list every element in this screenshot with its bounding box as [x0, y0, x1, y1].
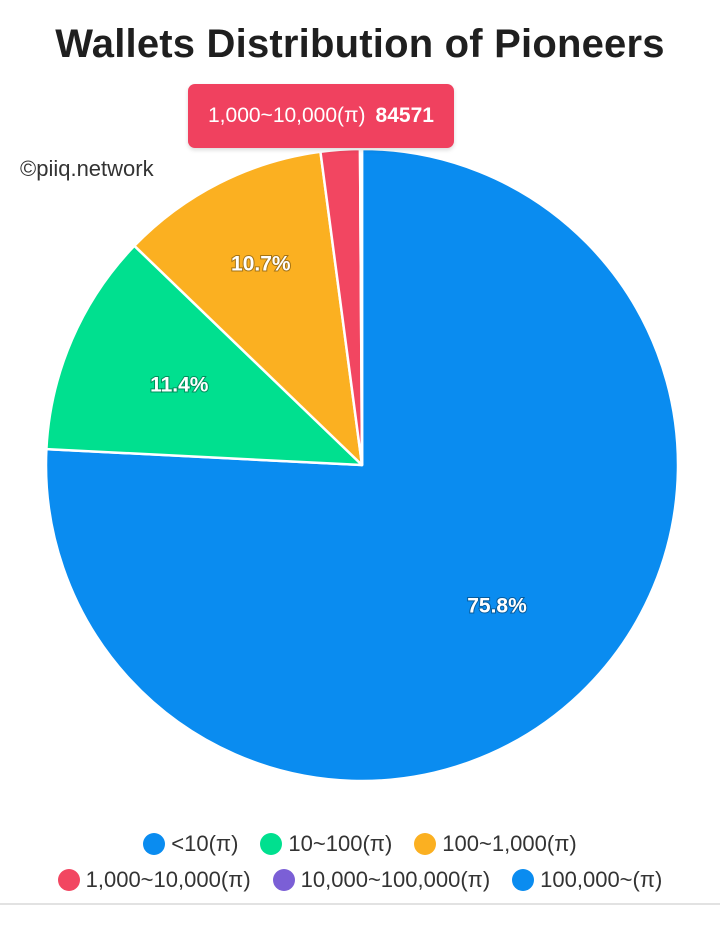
legend-label: 10,000~100,000(π) — [300, 867, 491, 892]
slice-label-lt10: 75.8% — [467, 595, 527, 618]
divider — [0, 903, 720, 905]
legend-item-10-100[interactable]: 10~100(π) — [260, 831, 392, 857]
legend-item-100000-plus[interactable]: 100,000~(π) — [512, 867, 662, 893]
legend-item-100-1000[interactable]: 100~1,000(π) — [414, 831, 577, 857]
tooltip-category: 1,000~10,000(π) — [208, 104, 366, 127]
legend-item-10000-100000[interactable]: 10,000~100,000(π) — [272, 867, 491, 893]
legend-label: 1,000~10,000(π) — [85, 867, 251, 892]
legend-item-lt10[interactable]: <10(π) — [143, 831, 238, 857]
tooltip-value: 84571 — [375, 104, 434, 127]
legend-item-1000-10000[interactable]: 1,000~10,000(π) — [57, 867, 251, 893]
legend-label: 100,000~(π) — [540, 867, 663, 892]
legend-swatch — [512, 869, 535, 891]
pie-slice-100-1000[interactable] — [133, 150, 364, 467]
legend-label: 10~100(π) — [288, 831, 393, 856]
legend-row: 1,000~10,000(π) 10,000~100,000(π) 100,000~… — [0, 867, 720, 893]
chart-tooltip: 1,000~10,000(π) 84571 — [188, 84, 454, 148]
pie-slice-lt10[interactable] — [44, 147, 680, 783]
legend-label: <10(π) — [171, 831, 239, 856]
pie-slice-10-100[interactable] — [45, 244, 364, 467]
legend-swatch — [143, 833, 166, 855]
legend-label: 100~1,000(π) — [442, 831, 577, 856]
slice-label-10-100: 11.4% — [150, 373, 209, 396]
watermark-text: ©piiq.network — [20, 156, 154, 181]
slice-label-100-1000: 10.7% — [231, 252, 291, 275]
legend-swatch — [272, 869, 295, 891]
legend-swatch — [57, 869, 80, 891]
chart-title: Wallets Distribution of Pioneers — [55, 22, 665, 66]
legend-swatch — [414, 833, 437, 855]
legend-row: <10(π) 10~100(π) 100~1,000(π) — [0, 831, 720, 857]
legend-swatch — [260, 833, 283, 855]
